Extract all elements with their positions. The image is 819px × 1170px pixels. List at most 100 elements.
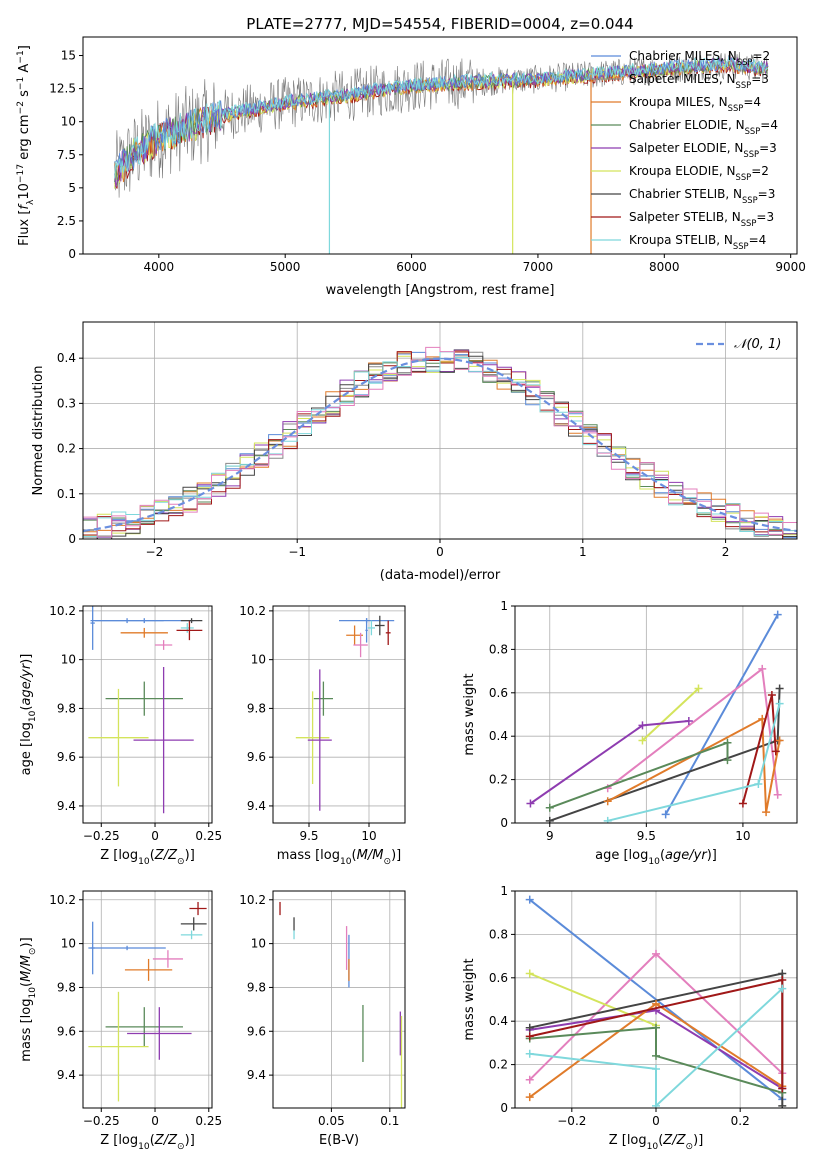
weight_vs_age-point-marker — [638, 721, 647, 730]
weight_vs_Z-point-marker — [778, 975, 787, 984]
hist-xtick-label: 2 — [722, 545, 730, 559]
weight_vs_age-point-marker — [723, 756, 732, 765]
mass_vs_ebv-xtick-label: 0.05 — [318, 1114, 345, 1128]
spectrum-frame-group: 4000 5000 6000 7000 8000 9000 0 2.5 5 7.5 10 12.5 15… — [16, 15, 806, 298]
age_vs_mass-ytick-label: 9.6 — [247, 750, 266, 764]
weight_vs_Z-series-line — [529, 972, 657, 1027]
mass_vs_Z-ytick-label: 9.4 — [57, 1068, 76, 1082]
weight_vs_age-frame — [514, 605, 798, 824]
weight_vs_age-point-marker — [767, 690, 776, 699]
weight_vs_age-point-marker — [775, 699, 784, 708]
mass_vs_Z-plot-area — [88, 901, 207, 1102]
age_vs_Z-xtick-label: 0.25 — [195, 829, 222, 843]
weight_vs_Z-ytick-label: 0.2 — [489, 1058, 508, 1072]
weight_vs_age-axes — [515, 605, 797, 824]
mass_vs_Z-xtick-label: 0.25 — [195, 1114, 222, 1128]
mass_vs_Z-frame — [82, 890, 213, 1109]
weight_vs_Z-point-marker — [525, 1093, 534, 1102]
weight_vs_Z-point-marker — [525, 1032, 534, 1041]
mass_vs_Z-xtick-label: 0 — [151, 1114, 159, 1128]
hist-normal-curve — [83, 357, 797, 533]
mass_vs_Z-ytick-label: 9.8 — [57, 980, 76, 994]
weight_vs_age-point-marker — [694, 684, 703, 693]
mass_vs_Z-ytick-label: 10 — [61, 937, 76, 951]
age_vs_Z-ytick-label: 10 — [61, 653, 76, 667]
weight_vs_age-ytick-label: 0.4 — [489, 729, 508, 743]
weight_vs_Z-point-marker — [652, 1023, 660, 1032]
spectrum-legend-label: Salpeter ELODIE, NSSP=3 — [629, 141, 777, 159]
weight_vs_age-ytick-label: 0.6 — [489, 686, 508, 700]
age_vs_mass-xtick-label: 10 — [361, 829, 376, 843]
weight_vs_age-point-marker — [775, 736, 784, 745]
weight_vs_age-point-marker — [684, 717, 693, 726]
age_vs_mass-frame-group: 9.5 10 9.4 9.6 9.8 10 10.2 mass [log10(M/M⊙)] — [239, 604, 406, 867]
hist-xtick-label: 1 — [579, 545, 587, 559]
weight_vs_age-point-marker — [661, 810, 670, 819]
weight_vs_Z-point-marker — [525, 1023, 534, 1032]
spectrum-legend: Chabrier MILES, NSSP=2 Salpeter MILES, NS… — [591, 49, 778, 251]
weight_vs_Z-point-marker — [652, 1101, 660, 1108]
weight_vs_Z-point-marker — [652, 949, 660, 958]
weight_vs_Z-frame-group: −0.2 0 0.2 0 0.2 0.4 0.6 0.8 1 Z [log10(Z/Z⊙)] mas… — [462, 884, 798, 1152]
spectrum-legend-label: Chabrier STELIB, NSSP=3 — [629, 187, 775, 205]
spectrum-ytick-label: 5 — [68, 181, 76, 195]
spectrum-ytick-label: 15 — [61, 49, 76, 63]
spectrum-legend-label: Kroupa ELODIE, NSSP=2 — [629, 164, 769, 182]
weight_vs_age-ytick-label: 0.8 — [489, 642, 508, 656]
mass_vs_Z-ylabel: mass [log10(M/M⊙)] — [19, 937, 38, 1061]
weight_vs_age-point-marker — [545, 803, 554, 812]
spectrum-axes — [114, 51, 769, 254]
age_vs_mass-plot-area — [295, 615, 395, 811]
mass_vs_Z-ytick-label: 10.2 — [49, 893, 76, 907]
hist-xtick-label: −2 — [146, 545, 164, 559]
mass_vs_ebv-frame-group: 0.05 0.1 9.4 9.6 9.8 10 10.2 E(B-V) — [239, 890, 406, 1148]
hist-step-line — [83, 346, 797, 539]
weight_vs_age-plot-area — [526, 610, 784, 823]
weight_vs_Z-point-marker — [652, 999, 660, 1008]
weight_vs_Z-axes — [515, 890, 797, 1109]
spectrum-legend-label: Chabrier ELODIE, NSSP=4 — [629, 118, 778, 136]
weight_vs_age-ytick-label: 0 — [500, 816, 508, 830]
weight_vs_age-xtick-label: 10 — [735, 829, 750, 843]
age_vs_Z-axes — [83, 606, 212, 823]
weight_vs_age-point-marker — [762, 808, 771, 817]
spectrum-ytick-label: 0 — [68, 247, 76, 261]
hist-plot-area — [83, 346, 797, 539]
weight_vs_Z-point-marker — [778, 1101, 787, 1108]
weight_vs_age-xtick-label: 9 — [546, 829, 554, 843]
weight_vs_Z-point-marker — [652, 1064, 660, 1073]
weight_vs_age-ytick-label: 0.2 — [489, 773, 508, 787]
weight_vs_age-xlabel: age [log10(age/yr)] — [595, 848, 717, 867]
age_vs_mass-ytick-label: 10 — [251, 653, 266, 667]
weight_vs_age-point-marker — [775, 684, 784, 693]
spectrum-legend-label: Kroupa STELIB, NSSP=4 — [629, 233, 766, 251]
hist-ytick-label: 0.3 — [57, 396, 76, 410]
hist-legend-label: 𝒩(0, 1) — [734, 337, 781, 352]
weight_vs_age-point-marker — [723, 738, 732, 747]
spectrum-legend-label: Salpeter STELIB, NSSP=3 — [629, 210, 774, 228]
hist-ytick-label: 0 — [68, 532, 76, 546]
age_vs_Z-plot-area — [88, 606, 203, 814]
weight_vs_Z-ytick-label: 1 — [500, 884, 508, 898]
age_vs_Z-frame — [82, 605, 213, 824]
weight_vs_age-point-marker — [758, 664, 767, 673]
weight_vs_Z-xlabel: Z [log10(Z/Z⊙)] — [609, 1133, 704, 1152]
weight_vs_Z-xtick-label: 0.2 — [731, 1114, 750, 1128]
weight_vs_age-point-marker — [771, 747, 780, 756]
weight_vs_age-series-line — [641, 687, 700, 742]
weight_vs_age-frame-group: 9 9.5 10 0 0.2 0.4 0.6 0.8 1 age [log10(age/yr)] m… — [462, 599, 798, 867]
age_vs_Z-ytick-label: 10.2 — [49, 604, 76, 618]
mass_vs_ebv-frame — [272, 890, 406, 1109]
weight_vs_Z-point-marker — [778, 1084, 787, 1093]
hist-axes — [83, 322, 797, 540]
weight_vs_Z-series-line — [529, 987, 783, 1108]
mass_vs_Z-ytick-label: 9.6 — [57, 1024, 76, 1038]
spectrum-ylabel: Flux [fλ10−17 erg cm−2 s−1 A−1] — [16, 45, 36, 246]
age_vs_Z-ylabel: age [log10(age/yr)] — [19, 654, 38, 776]
weight_vs_Z-xtick-label: −0.2 — [557, 1114, 586, 1128]
mass_vs_ebv-ytick-label: 10.2 — [239, 893, 266, 907]
spectrum-ytick-label: 2.5 — [57, 214, 76, 228]
spectrum-xtick-label: 9000 — [775, 260, 806, 274]
weight_vs_Z-point-marker — [778, 984, 787, 993]
age_vs_mass-frame — [272, 605, 406, 824]
